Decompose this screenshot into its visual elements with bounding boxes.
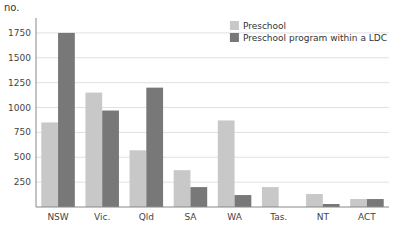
- bars: [41, 33, 383, 207]
- bar: [146, 88, 163, 207]
- bar: [58, 33, 75, 207]
- bar: [350, 199, 367, 207]
- y-axis-line: [36, 18, 37, 207]
- grid-line: [36, 82, 389, 83]
- bar: [102, 111, 119, 207]
- x-tick-label: NSW: [47, 212, 68, 222]
- bar: [174, 170, 191, 207]
- bar: [85, 93, 102, 207]
- y-tick-label: 250: [14, 177, 31, 187]
- bar: [262, 187, 279, 207]
- x-tick-label: SA: [184, 212, 197, 222]
- bar: [190, 187, 207, 207]
- chart: 250 500 750 1000 1250 1500 1750 no. NSW Vic. Qld SA…: [0, 0, 397, 227]
- bar: [130, 150, 147, 207]
- y-tick-label: 750: [14, 127, 31, 137]
- x-tick-label: Qld: [139, 212, 154, 222]
- y-tick-label: 1000: [8, 103, 31, 113]
- y-tick-label: 1750: [8, 28, 31, 38]
- y-tick-label: 500: [14, 152, 31, 162]
- bar: [218, 120, 235, 207]
- bar: [367, 199, 384, 207]
- bar: [306, 194, 323, 207]
- x-tick-label: Tas.: [269, 212, 287, 222]
- legend: Preschool Preschool program within a LDC: [230, 21, 387, 43]
- y-axis-label: no.: [4, 2, 19, 13]
- legend-swatch: [230, 21, 239, 30]
- grid-line: [36, 57, 389, 58]
- y-tick-label: 1250: [8, 78, 31, 88]
- legend-label: Preschool: [243, 21, 286, 31]
- legend-label: Preschool program within a LDC: [243, 33, 387, 43]
- legend-swatch: [230, 33, 239, 42]
- x-tick-label: WA: [227, 212, 242, 222]
- bar: [235, 195, 252, 207]
- y-tick-label: 1500: [8, 53, 31, 63]
- x-tick-label: NT: [317, 212, 330, 222]
- x-axis-line: [36, 207, 389, 208]
- x-tick-label: Vic.: [94, 212, 110, 222]
- bar: [41, 122, 58, 207]
- x-tick-label: ACT: [358, 212, 376, 222]
